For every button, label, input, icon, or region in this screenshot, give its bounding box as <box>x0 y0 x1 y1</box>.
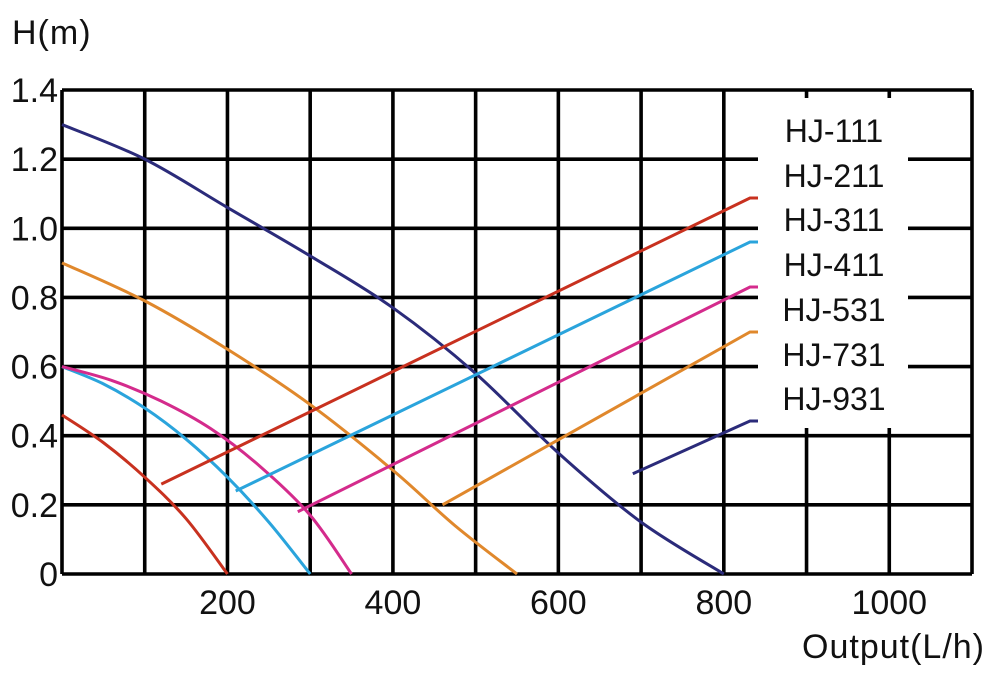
curves <box>61 123 725 576</box>
y-tick-labels: 0 0.2 0.4 0.6 0.8 1.0 1.2 1.4 <box>11 72 58 594</box>
legend-label: HJ-931 <box>782 381 885 417</box>
legend-box <box>758 98 908 428</box>
x-tick-label: 400 <box>365 584 422 622</box>
x-tick-label: 200 <box>199 584 256 622</box>
legend-label: HJ-211 <box>784 158 885 194</box>
x-tick-label: 600 <box>530 584 587 622</box>
legend: HJ-111 HJ-211 HJ-311 HJ-411 HJ-531 HJ-731 HJ-9… <box>782 113 885 417</box>
series-curve <box>61 123 725 576</box>
x-tick-labels: 200 400 600 800 1000 <box>199 584 927 622</box>
y-axis-title: H(m) <box>12 14 92 52</box>
legend-label: HJ-731 <box>782 337 885 373</box>
y-tick-label: 1.0 <box>11 210 58 248</box>
y-tick-label: 0.6 <box>11 349 58 387</box>
y-tick-label: 1.4 <box>11 72 58 110</box>
y-tick-label: 1.2 <box>11 141 58 179</box>
legend-leader <box>632 419 902 476</box>
y-tick-label: 0.8 <box>11 279 58 317</box>
legend-label: HJ-111 <box>785 113 883 149</box>
series-curve <box>61 365 312 575</box>
legend-label: HJ-531 <box>782 292 885 328</box>
x-axis-title: Output(L/h) <box>802 628 985 666</box>
x-tick-label: 800 <box>695 584 752 622</box>
y-tick-label: 0.2 <box>11 487 58 525</box>
series-curve <box>61 365 353 575</box>
y-tick-label: 0.4 <box>11 418 58 456</box>
legend-label: HJ-411 <box>784 247 885 283</box>
series-curve <box>61 261 518 576</box>
y-tick-label: 0 <box>39 556 58 594</box>
x-tick-label: 1000 <box>851 584 927 622</box>
series-curve <box>61 413 229 575</box>
legend-label: HJ-311 <box>784 202 885 238</box>
